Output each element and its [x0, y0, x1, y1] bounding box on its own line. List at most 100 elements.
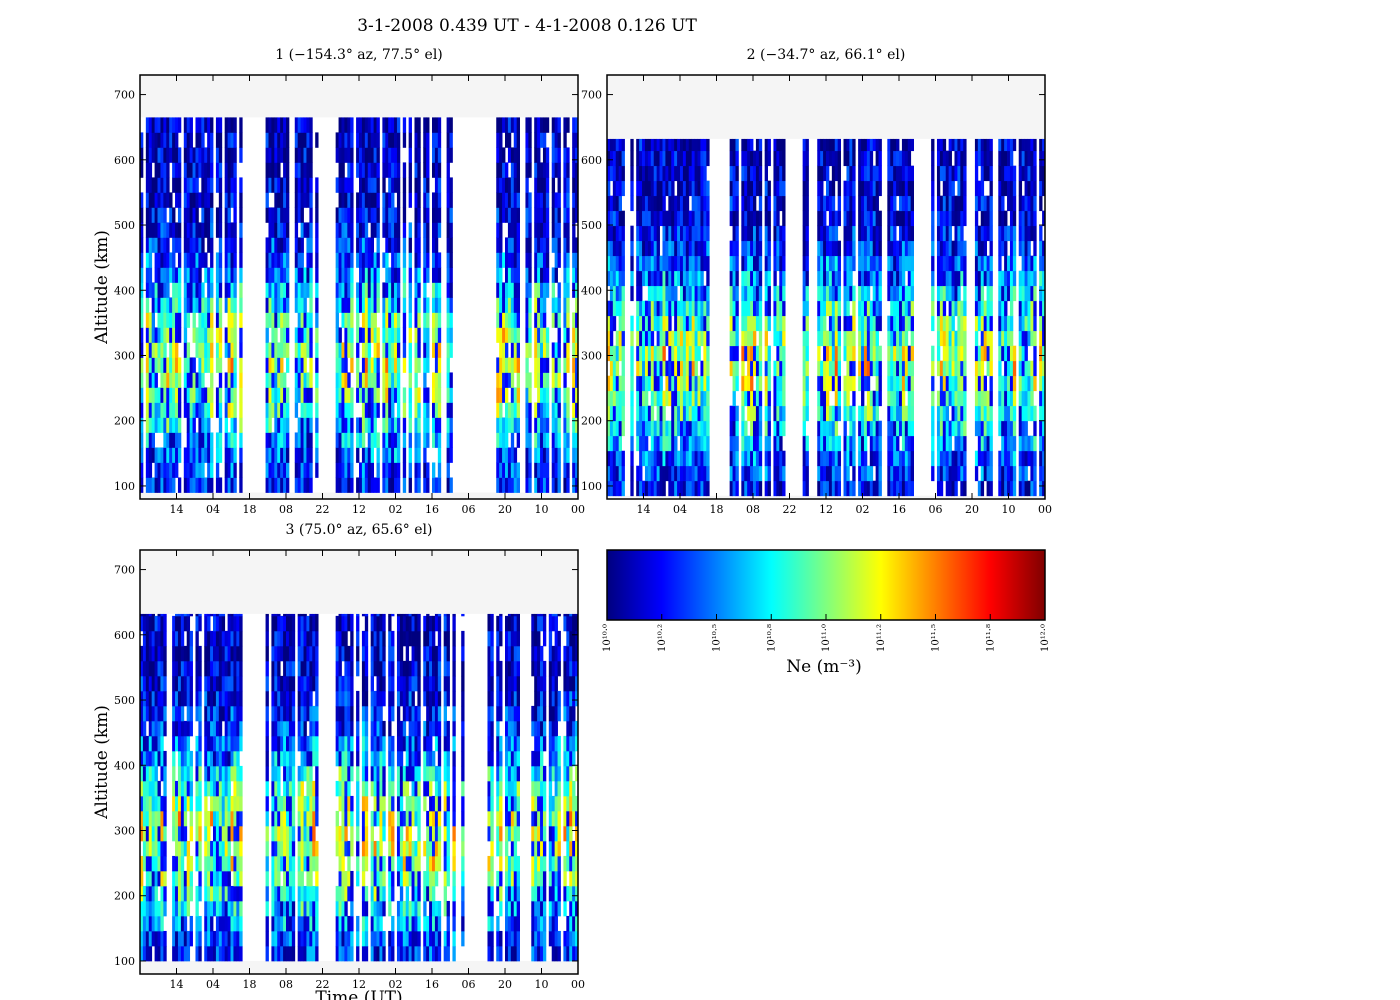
heatmap-cell — [183, 327, 188, 343]
heatmap-cell — [753, 465, 757, 482]
heatmap-cell — [650, 210, 655, 227]
heatmap-cell — [540, 252, 544, 268]
heatmap-cell — [1004, 480, 1008, 497]
heatmap-cell — [817, 150, 821, 167]
heatmap-cell — [204, 252, 208, 268]
heatmap-cell — [758, 300, 763, 317]
heatmap-cell — [382, 327, 386, 343]
heatmap-cell — [145, 342, 150, 358]
heatmap-cell — [551, 417, 556, 433]
heatmap-cell — [1009, 360, 1014, 377]
heatmap-cell — [647, 165, 652, 182]
heatmap-cell — [385, 387, 389, 403]
heatmap-cell — [513, 387, 518, 403]
heatmap-cell — [837, 435, 841, 452]
heatmap-cell — [831, 165, 836, 182]
heatmap-cell — [817, 270, 821, 287]
heatmap-cell — [907, 150, 912, 167]
heatmap-cell — [773, 480, 777, 497]
heatmap-cell — [904, 150, 909, 167]
heatmap-cell — [294, 327, 299, 343]
heatmap-cell — [1021, 315, 1025, 332]
heatmap-cell — [175, 162, 179, 178]
heatmap-cell — [315, 282, 319, 298]
heatmap-cell — [563, 327, 567, 343]
heatmap-cell — [846, 330, 850, 347]
heatmap-cell — [414, 117, 418, 133]
heatmap-cell — [207, 462, 211, 478]
heatmap-cell — [572, 192, 576, 208]
heatmap-cell — [612, 270, 617, 287]
heatmap-cell — [805, 480, 809, 497]
heatmap-cell — [630, 138, 634, 152]
heatmap-cell — [682, 405, 687, 422]
heatmap-cell — [294, 462, 299, 478]
heatmap-cell — [618, 240, 622, 257]
heatmap-cell — [303, 117, 307, 133]
heatmap-cell — [169, 357, 173, 373]
heatmap-cell — [621, 165, 625, 182]
heatmap-cell — [1042, 480, 1045, 497]
heatmap-cell — [863, 180, 868, 197]
heatmap-cell — [963, 180, 967, 197]
heatmap-cell — [545, 462, 550, 478]
heatmap-cell — [741, 165, 745, 182]
heatmap-cell — [271, 237, 275, 253]
heatmap-cell — [359, 387, 363, 403]
heatmap-cell — [1012, 240, 1017, 257]
heatmap-cell — [189, 237, 193, 253]
heatmap-cell — [732, 285, 736, 302]
heatmap-cell — [647, 225, 652, 242]
heatmap-cell — [566, 222, 570, 238]
panel-2-title: 2 (−34.7° az, 66.1° el) — [747, 47, 906, 63]
heatmap-cell — [960, 465, 964, 482]
heatmap-cell — [671, 480, 675, 497]
heatmap-cell — [747, 165, 751, 182]
heatmap-cell — [163, 267, 167, 283]
heatmap-cell — [677, 225, 681, 242]
heatmap-cell — [198, 342, 202, 358]
heatmap-cell — [820, 165, 824, 182]
heatmap-cell — [434, 327, 439, 343]
heatmap-cell — [703, 405, 707, 422]
heatmap-cell — [779, 465, 783, 482]
heatmap-cell — [361, 282, 366, 298]
heatmap-cell — [732, 180, 736, 197]
heatmap-cell — [204, 342, 208, 358]
heatmap-cell — [852, 345, 856, 362]
heatmap-cell — [210, 342, 214, 358]
heatmap-cell — [145, 915, 150, 932]
heatmap-cell — [931, 315, 935, 332]
heatmap-cell — [166, 192, 170, 208]
heatmap-cell — [283, 282, 287, 298]
heatmap-cell — [437, 402, 442, 418]
heatmap-cell — [516, 477, 520, 493]
heatmap-cell — [939, 225, 944, 242]
heatmap-cell — [186, 162, 191, 178]
heatmap-cell — [563, 252, 567, 268]
heatmap-cell — [189, 402, 193, 418]
heatmap-cell — [502, 447, 506, 463]
heatmap-cell — [528, 372, 532, 388]
heatmap-cell — [207, 282, 211, 298]
heatmap-cell — [394, 177, 398, 193]
heatmap-cell — [417, 222, 421, 238]
heatmap-cell — [148, 147, 153, 163]
heatmap-cell — [525, 462, 529, 478]
heatmap-cell — [432, 192, 436, 208]
heatmap-cell — [566, 342, 570, 358]
heatmap-cell — [896, 480, 900, 497]
heatmap-cell — [945, 210, 950, 227]
heatmap-cell — [224, 402, 228, 418]
x-tick-label: 16 — [425, 503, 439, 516]
heatmap-cell — [901, 435, 906, 452]
heatmap-cell — [960, 165, 964, 182]
heatmap-cell — [207, 417, 211, 433]
heatmap-cell — [741, 480, 745, 497]
heatmap-cell — [644, 150, 649, 167]
heatmap-cell — [977, 240, 982, 257]
heatmap-cell — [227, 267, 231, 283]
heatmap-cell — [755, 450, 760, 467]
heatmap-cell — [183, 372, 188, 388]
heatmap-cell — [694, 450, 698, 467]
